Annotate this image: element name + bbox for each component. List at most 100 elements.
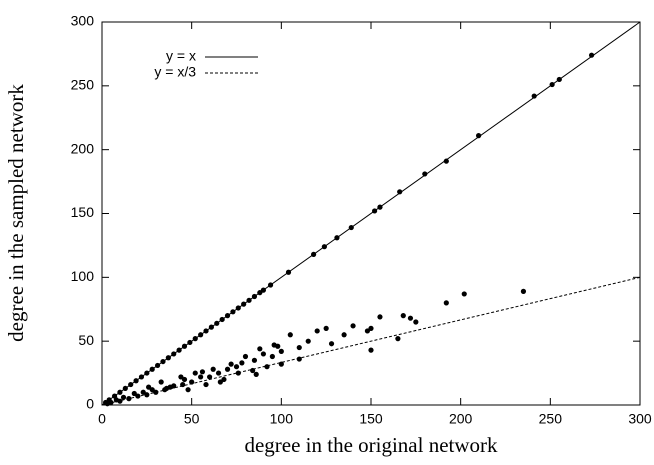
scatter-point (267, 282, 274, 288)
scatter-point (189, 379, 195, 385)
scatter-point (443, 300, 449, 306)
scatter-point (221, 376, 227, 383)
y-tick-label: 300 (71, 13, 95, 29)
scatter-point (348, 224, 354, 231)
scatter-point (260, 287, 266, 293)
scatter-point (397, 189, 403, 195)
scatter-point (233, 364, 240, 370)
scatter-point (187, 339, 193, 346)
scatter-point (251, 293, 258, 300)
scatter-point (135, 393, 141, 399)
scatter-point (407, 315, 414, 321)
scatter-point (180, 381, 186, 388)
scatter-point (287, 332, 293, 338)
scatter-point (271, 342, 277, 348)
scatter-point (153, 389, 159, 395)
scatter-point (192, 336, 198, 342)
scatter-point (350, 323, 356, 329)
scatter-point (163, 385, 170, 392)
scatter-point (364, 328, 371, 334)
scatter-point (138, 374, 145, 380)
x-tick-label: 0 (98, 411, 106, 427)
scatter-point (117, 389, 123, 395)
y-tick-label: 0 (86, 396, 94, 412)
scatter-point (239, 360, 245, 366)
y-tick-label: 250 (71, 77, 95, 93)
scatter-point (144, 370, 150, 376)
scatter-point (165, 355, 171, 361)
scatter-point (219, 316, 225, 323)
scatter-point (549, 81, 555, 88)
scatter-point (257, 346, 263, 352)
scatter-point (171, 351, 177, 357)
x-tick-label: 150 (359, 411, 383, 427)
scatter-point (104, 401, 110, 407)
scatter-point (241, 301, 247, 307)
scatter-point (181, 343, 188, 349)
scatter-point (443, 158, 449, 164)
scatter-point (154, 362, 161, 369)
scatter-point (311, 251, 317, 257)
scatter-point (253, 371, 259, 377)
y-tick-label: 50 (78, 332, 94, 348)
scatter-point (296, 356, 302, 362)
scatter-point (476, 133, 482, 139)
scatter-point (176, 347, 182, 353)
legend-label: y = x/3 (154, 64, 196, 80)
scatter-point (461, 291, 467, 297)
x-tick-label: 200 (449, 411, 473, 427)
x-tick-label: 250 (539, 411, 563, 427)
scatter-point (122, 385, 128, 392)
scatter-point (178, 374, 184, 380)
scatter-point (251, 357, 258, 363)
scatter-point (199, 369, 206, 375)
x-tick-label: 300 (628, 411, 652, 427)
legend-label: y = x (166, 48, 196, 64)
scatter-point (334, 235, 340, 241)
scatter-point (400, 313, 406, 319)
scatter-point (341, 332, 347, 338)
scatter-point (246, 297, 252, 303)
scatter-point (422, 171, 428, 177)
scatter-point (556, 76, 562, 83)
scatter-point (323, 325, 329, 331)
scatter-point (296, 344, 302, 351)
scatter-point (257, 290, 263, 296)
scatter-point (203, 328, 209, 334)
scatter-point (269, 353, 275, 360)
x-tick-label: 100 (270, 411, 294, 427)
scatter-point (278, 361, 284, 367)
x-tick-label: 50 (184, 411, 200, 427)
scatter-point (210, 366, 216, 372)
scatter-point (242, 353, 249, 360)
scatter-point (181, 376, 188, 383)
scatter-point (328, 341, 335, 347)
scatter-point (131, 390, 137, 397)
scatter-point (368, 325, 374, 331)
x-axis-label: degree in the original network (244, 433, 498, 457)
scatter-point (250, 367, 256, 374)
scatter-point (278, 348, 284, 354)
scatter-point (149, 366, 155, 372)
scatter-point (520, 288, 527, 294)
y-tick-label: 200 (71, 140, 95, 156)
scatter-point (158, 379, 164, 385)
scatter-point (264, 364, 270, 370)
y-tick-label: 100 (71, 268, 95, 284)
scatter-point (160, 358, 166, 365)
scatter-point (185, 387, 191, 393)
scatter-point (260, 351, 266, 357)
scatter-point (305, 338, 311, 344)
y-tick-label: 150 (71, 204, 95, 220)
scatter-point (203, 381, 209, 388)
scatter-point (413, 319, 419, 325)
scatter-point (314, 328, 320, 334)
scatter-point (228, 361, 234, 367)
scatter-point (230, 309, 236, 315)
scatter-point (149, 387, 155, 393)
scatter-point (146, 384, 152, 390)
scatter-point (235, 305, 241, 311)
scatter-point (126, 396, 132, 402)
scatter-point (208, 324, 214, 330)
scatter-point (224, 313, 231, 319)
